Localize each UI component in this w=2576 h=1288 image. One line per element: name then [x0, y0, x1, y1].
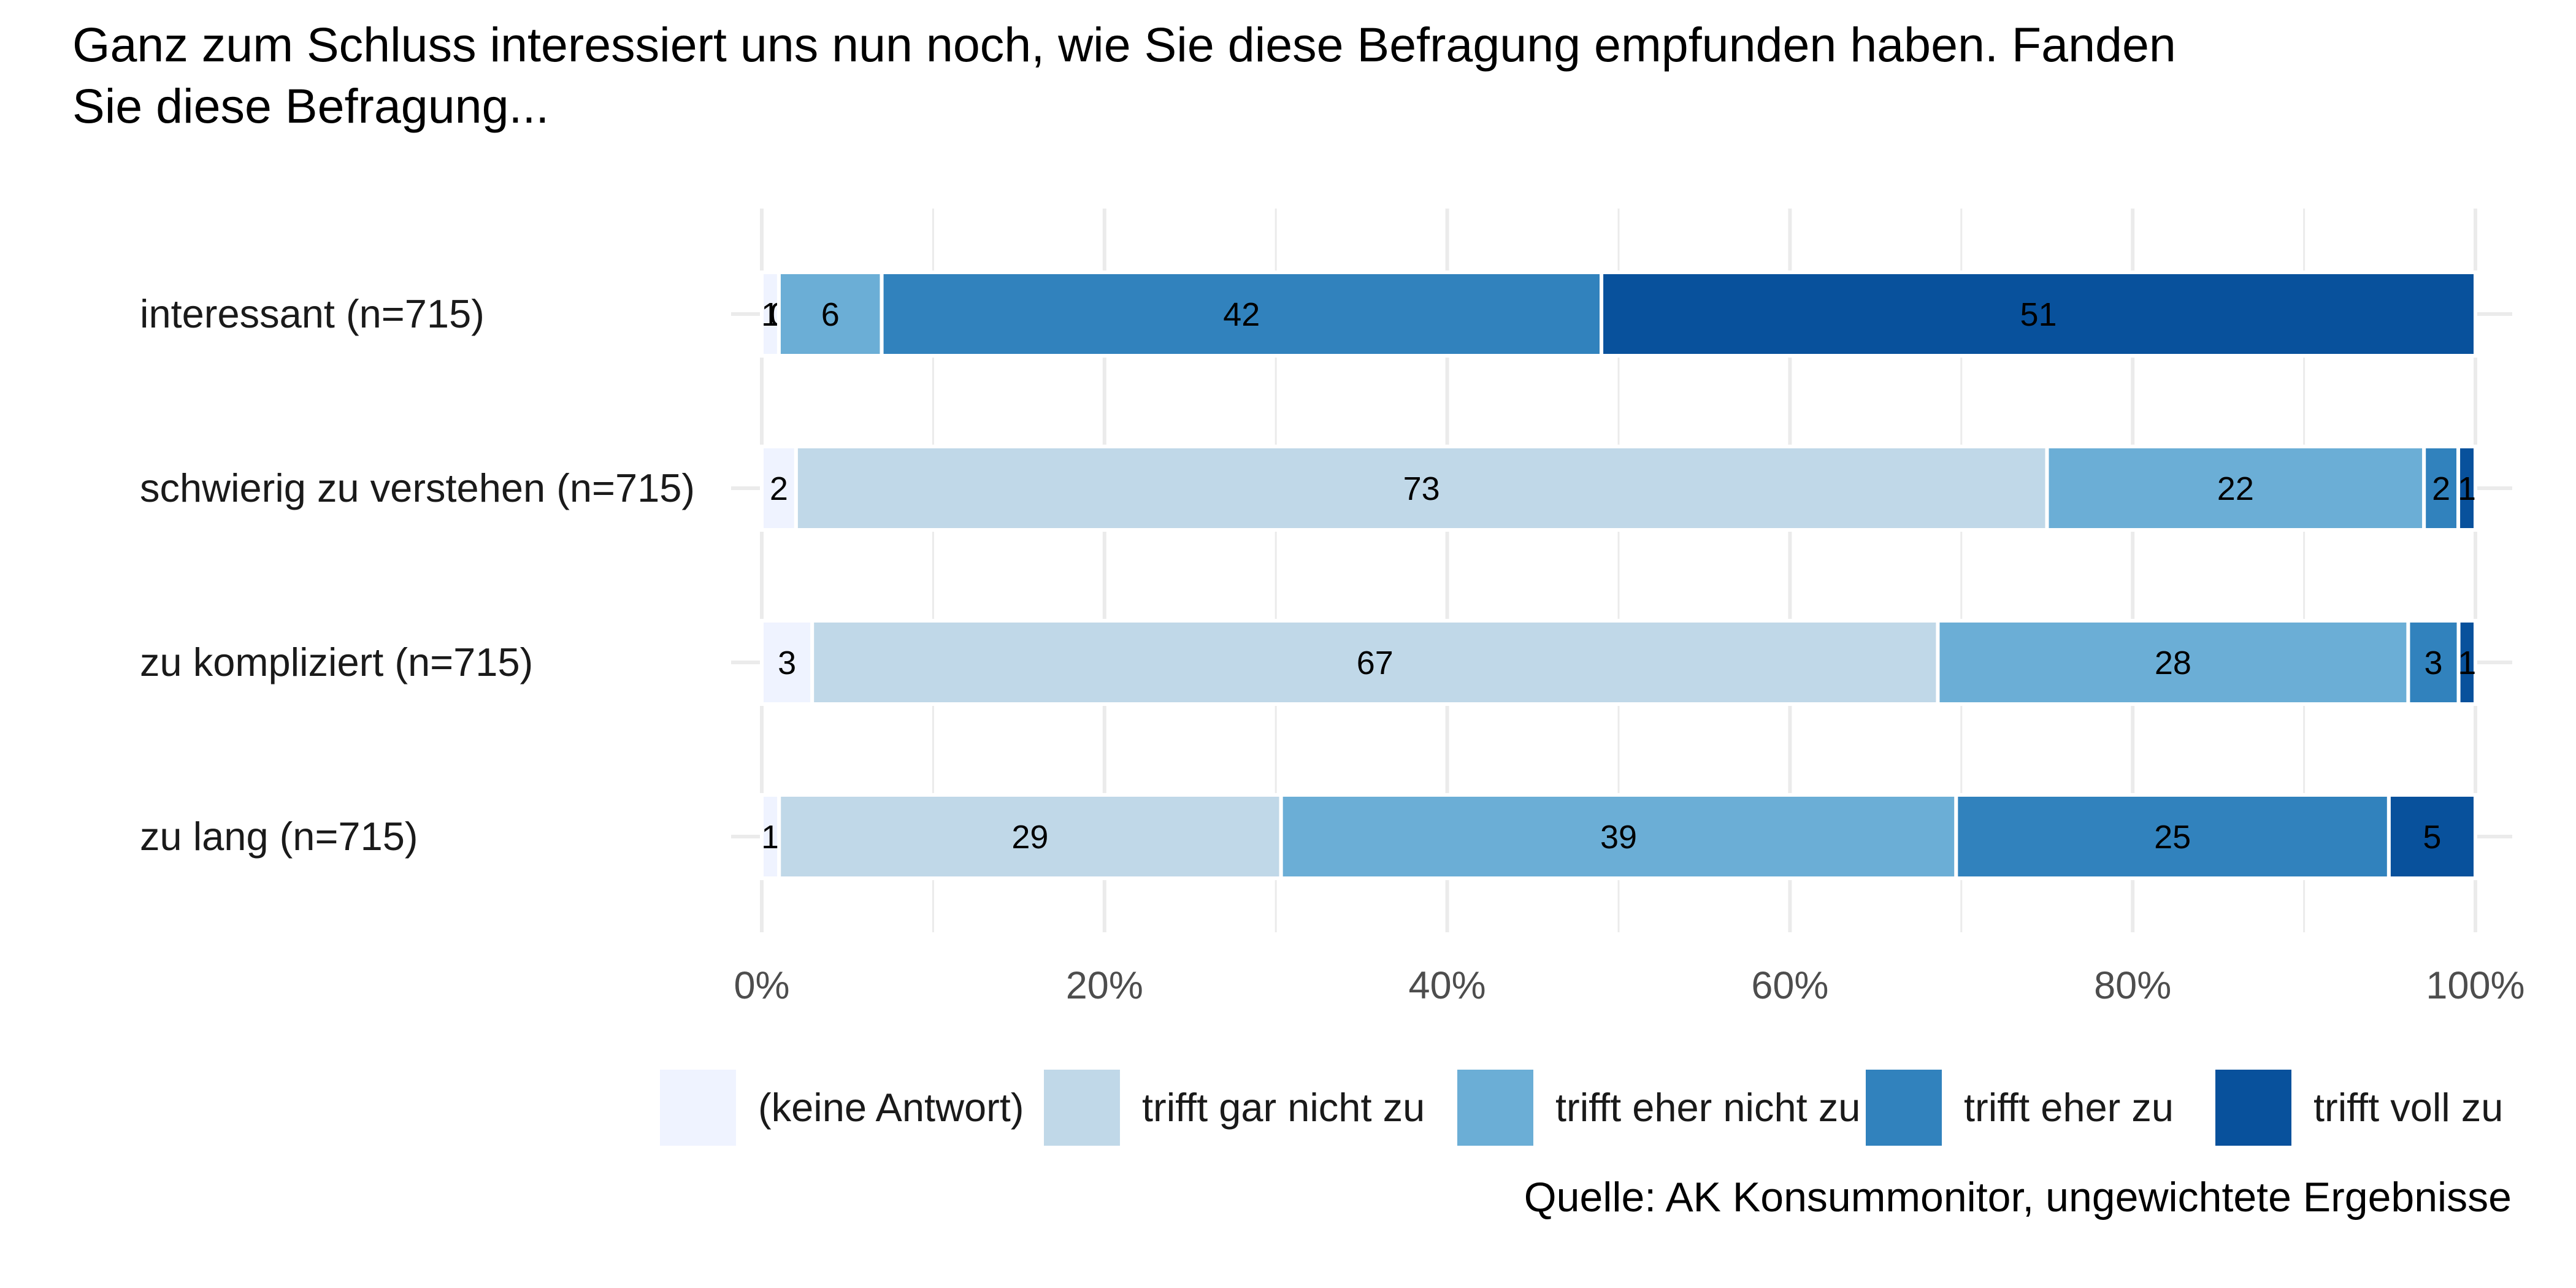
bar-value-label: 42: [1223, 296, 1260, 333]
bar-segment: [760, 445, 798, 532]
category-label: interessant (n=715): [140, 291, 485, 336]
bar-value-label: 3: [778, 645, 796, 681]
bar-segment: [2406, 619, 2461, 706]
x-tick-label: 80%: [2094, 964, 2171, 1007]
bar-segment: [777, 793, 1283, 880]
legend-label: trifft eher zu: [1964, 1085, 2174, 1130]
bar-value-label: 25: [2154, 819, 2191, 856]
x-tick-label: 20%: [1066, 964, 1143, 1007]
bar-value-label: 1: [761, 296, 780, 333]
bar-segment: [2386, 793, 2478, 880]
x-tick-label: 40%: [1409, 964, 1486, 1007]
bar-value-label: 39: [1600, 819, 1637, 856]
bar-value-label: 2: [2432, 470, 2450, 507]
bar-segment: [810, 619, 1940, 706]
bar-segment: [2456, 445, 2478, 532]
legend-swatch: [1044, 1070, 1120, 1146]
x-tick-label: 60%: [1751, 964, 1828, 1007]
bar-segment: [2456, 619, 2478, 706]
legend-swatch: [2215, 1070, 2291, 1146]
bar-segment: [794, 445, 2049, 532]
legend-label: (keine Antwort): [758, 1085, 1024, 1130]
legend-label: trifft gar nicht zu: [1142, 1085, 1425, 1130]
bar-value-label: 51: [2020, 296, 2057, 333]
bars: 10642512732221367283112939255: [760, 270, 2478, 880]
category-labels: interessant (n=715) schwierig zu verstehe…: [140, 291, 695, 859]
chart-title-line-1: Ganz zum Schluss interessiert uns nun no…: [72, 17, 2176, 72]
bar-value-label: 73: [1403, 470, 1440, 507]
bar-segment: [2045, 445, 2426, 532]
bar-value-label: 1: [2458, 470, 2476, 507]
legend-label: trifft voll zu: [2313, 1085, 2503, 1130]
legend: (keine Antwort) trifft gar nicht zu trifft…: [660, 1070, 2503, 1146]
x-axis-ticks: 0% 20% 40% 60% 80% 100%: [734, 964, 2524, 1007]
legend-label: trifft eher nicht zu: [1555, 1085, 1860, 1130]
chart-title-line-2: Sie diese Befragung...: [72, 79, 549, 133]
bar-value-label: 3: [2424, 645, 2442, 681]
x-tick-label: 0%: [734, 964, 789, 1007]
bar-segment: [760, 619, 815, 706]
bar-segment: [1936, 619, 2410, 706]
bar-value-label: 2: [770, 470, 788, 507]
bar-value-label: 28: [2155, 645, 2191, 681]
x-tick-label: 100%: [2426, 964, 2524, 1007]
bar-value-label: 6: [821, 296, 840, 333]
category-label: zu lang (n=715): [140, 814, 418, 859]
legend-swatch: [1866, 1070, 1942, 1146]
bar-value-label: 1: [761, 819, 780, 856]
category-label: schwierig zu verstehen (n=715): [140, 466, 695, 510]
legend-swatch: [660, 1070, 736, 1146]
bar-value-label: 67: [1357, 645, 1393, 681]
bar-value-label: 1: [2458, 645, 2476, 681]
bar-value-label: 5: [2423, 819, 2441, 856]
category-label: zu kompliziert (n=715): [140, 640, 533, 684]
legend-swatch: [1457, 1070, 1533, 1146]
source-caption: Quelle: AK Konsummonitor, ungewichtete E…: [1524, 1174, 2512, 1221]
bar-segment: [760, 270, 781, 358]
bar-value-label: 29: [1011, 819, 1048, 856]
bar-value-label: 22: [2217, 470, 2254, 507]
bar-segment: [1600, 270, 2477, 358]
